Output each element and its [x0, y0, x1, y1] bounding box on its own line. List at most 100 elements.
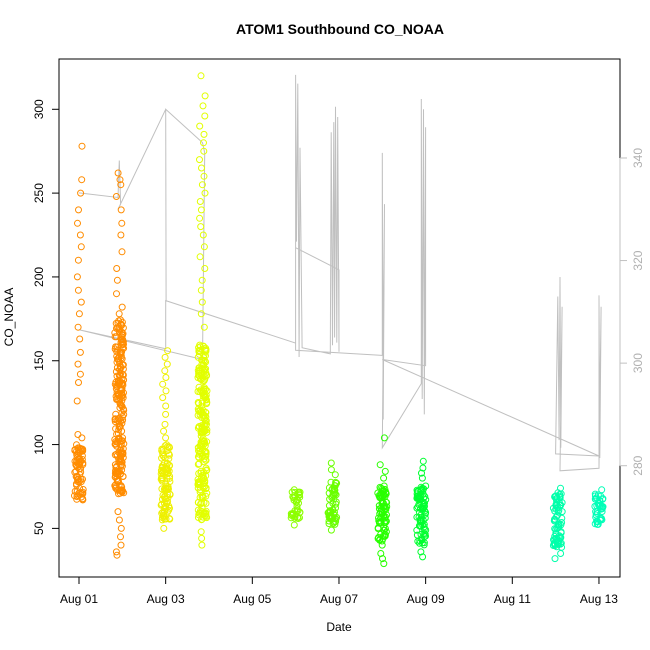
data-point [117, 533, 124, 541]
data-point [415, 513, 423, 521]
data-point [203, 387, 211, 395]
data-point [557, 550, 565, 557]
x-tick-label: Aug 03 [147, 592, 185, 606]
data-point [333, 513, 341, 521]
data-point [198, 534, 206, 542]
x-axis-label: Date [326, 620, 352, 634]
data-point [200, 172, 208, 180]
y-tick-label: 100 [32, 434, 46, 454]
data-point [200, 243, 208, 251]
data-point [74, 286, 82, 294]
data-point [202, 391, 210, 399]
data-point [196, 122, 204, 130]
data-point [79, 461, 87, 469]
data-point [116, 470, 124, 478]
data-point [196, 156, 203, 164]
data-point [74, 323, 82, 331]
data-point [287, 511, 295, 519]
data-point [117, 333, 125, 341]
data-point [160, 427, 168, 435]
data-point [331, 490, 339, 498]
chart-title: ATOM1 Southbound CO_NOAA [236, 21, 444, 37]
data-point [420, 500, 428, 508]
data-point [118, 248, 126, 256]
data-point [199, 480, 207, 488]
x-tick-label: Aug 01 [60, 592, 98, 606]
y-axis: 50 100 150 200 250 300 [32, 99, 60, 535]
data-point [114, 417, 122, 424]
data-point [417, 486, 425, 493]
data-point [159, 491, 167, 499]
data-point [197, 286, 205, 294]
data-point [381, 467, 389, 475]
data-point [74, 431, 82, 438]
data-point [117, 231, 125, 239]
data-point [112, 410, 120, 418]
data-point [71, 468, 79, 476]
data-point [75, 206, 82, 214]
data-point [421, 530, 429, 538]
x-tick-label: Aug 13 [580, 592, 618, 606]
data-point [374, 489, 382, 497]
data-point [198, 181, 206, 189]
data-point [199, 451, 207, 459]
data-point [114, 477, 122, 485]
data-point [374, 535, 382, 543]
data-point [200, 147, 208, 155]
data-point [79, 495, 87, 503]
data-point [296, 488, 304, 496]
data-point [114, 169, 122, 177]
data-point [419, 505, 427, 513]
data-point [417, 483, 425, 491]
data-point [332, 478, 340, 486]
data-point [76, 335, 84, 343]
data-point [418, 474, 426, 482]
data-point [117, 483, 125, 491]
data-point [195, 460, 203, 468]
data-point [294, 515, 302, 522]
data-point [201, 346, 209, 354]
data-point [293, 505, 301, 513]
secondary-trace-layer [78, 74, 602, 472]
data-point [555, 522, 563, 530]
data-point [195, 423, 203, 430]
data-point [550, 540, 558, 547]
data-point [199, 406, 207, 414]
data-point [417, 548, 425, 556]
data-point [112, 548, 120, 556]
data-point [113, 452, 121, 460]
data-point [166, 462, 174, 469]
series-5 [324, 459, 341, 534]
data-point [161, 353, 169, 361]
data-point [332, 491, 340, 499]
data-point [196, 447, 204, 455]
data-point [77, 457, 85, 465]
x-tick-label: Aug 07 [320, 592, 358, 606]
series-9 [591, 486, 607, 528]
y2-tick-label: 300 [631, 353, 645, 373]
data-point [551, 555, 559, 563]
data-point [194, 460, 202, 468]
data-point [112, 193, 120, 200]
data-point [555, 536, 563, 544]
data-point [72, 461, 80, 469]
data-point [165, 455, 173, 463]
data-point [114, 470, 122, 478]
data-point [117, 486, 125, 494]
data-point [71, 447, 79, 454]
data-point [380, 560, 388, 568]
data-point [75, 379, 82, 386]
data-point [118, 466, 126, 474]
data-point [201, 375, 209, 383]
data-point [159, 495, 166, 503]
data-point [115, 516, 123, 524]
data-point [114, 324, 122, 331]
data-point [116, 176, 124, 184]
data-point [78, 447, 86, 455]
data-point [164, 347, 172, 355]
data-point [116, 326, 124, 334]
data-point [197, 223, 205, 231]
data-point [325, 502, 333, 510]
y-axis-label: CO_NOAA [2, 288, 16, 347]
data-point [553, 494, 561, 502]
